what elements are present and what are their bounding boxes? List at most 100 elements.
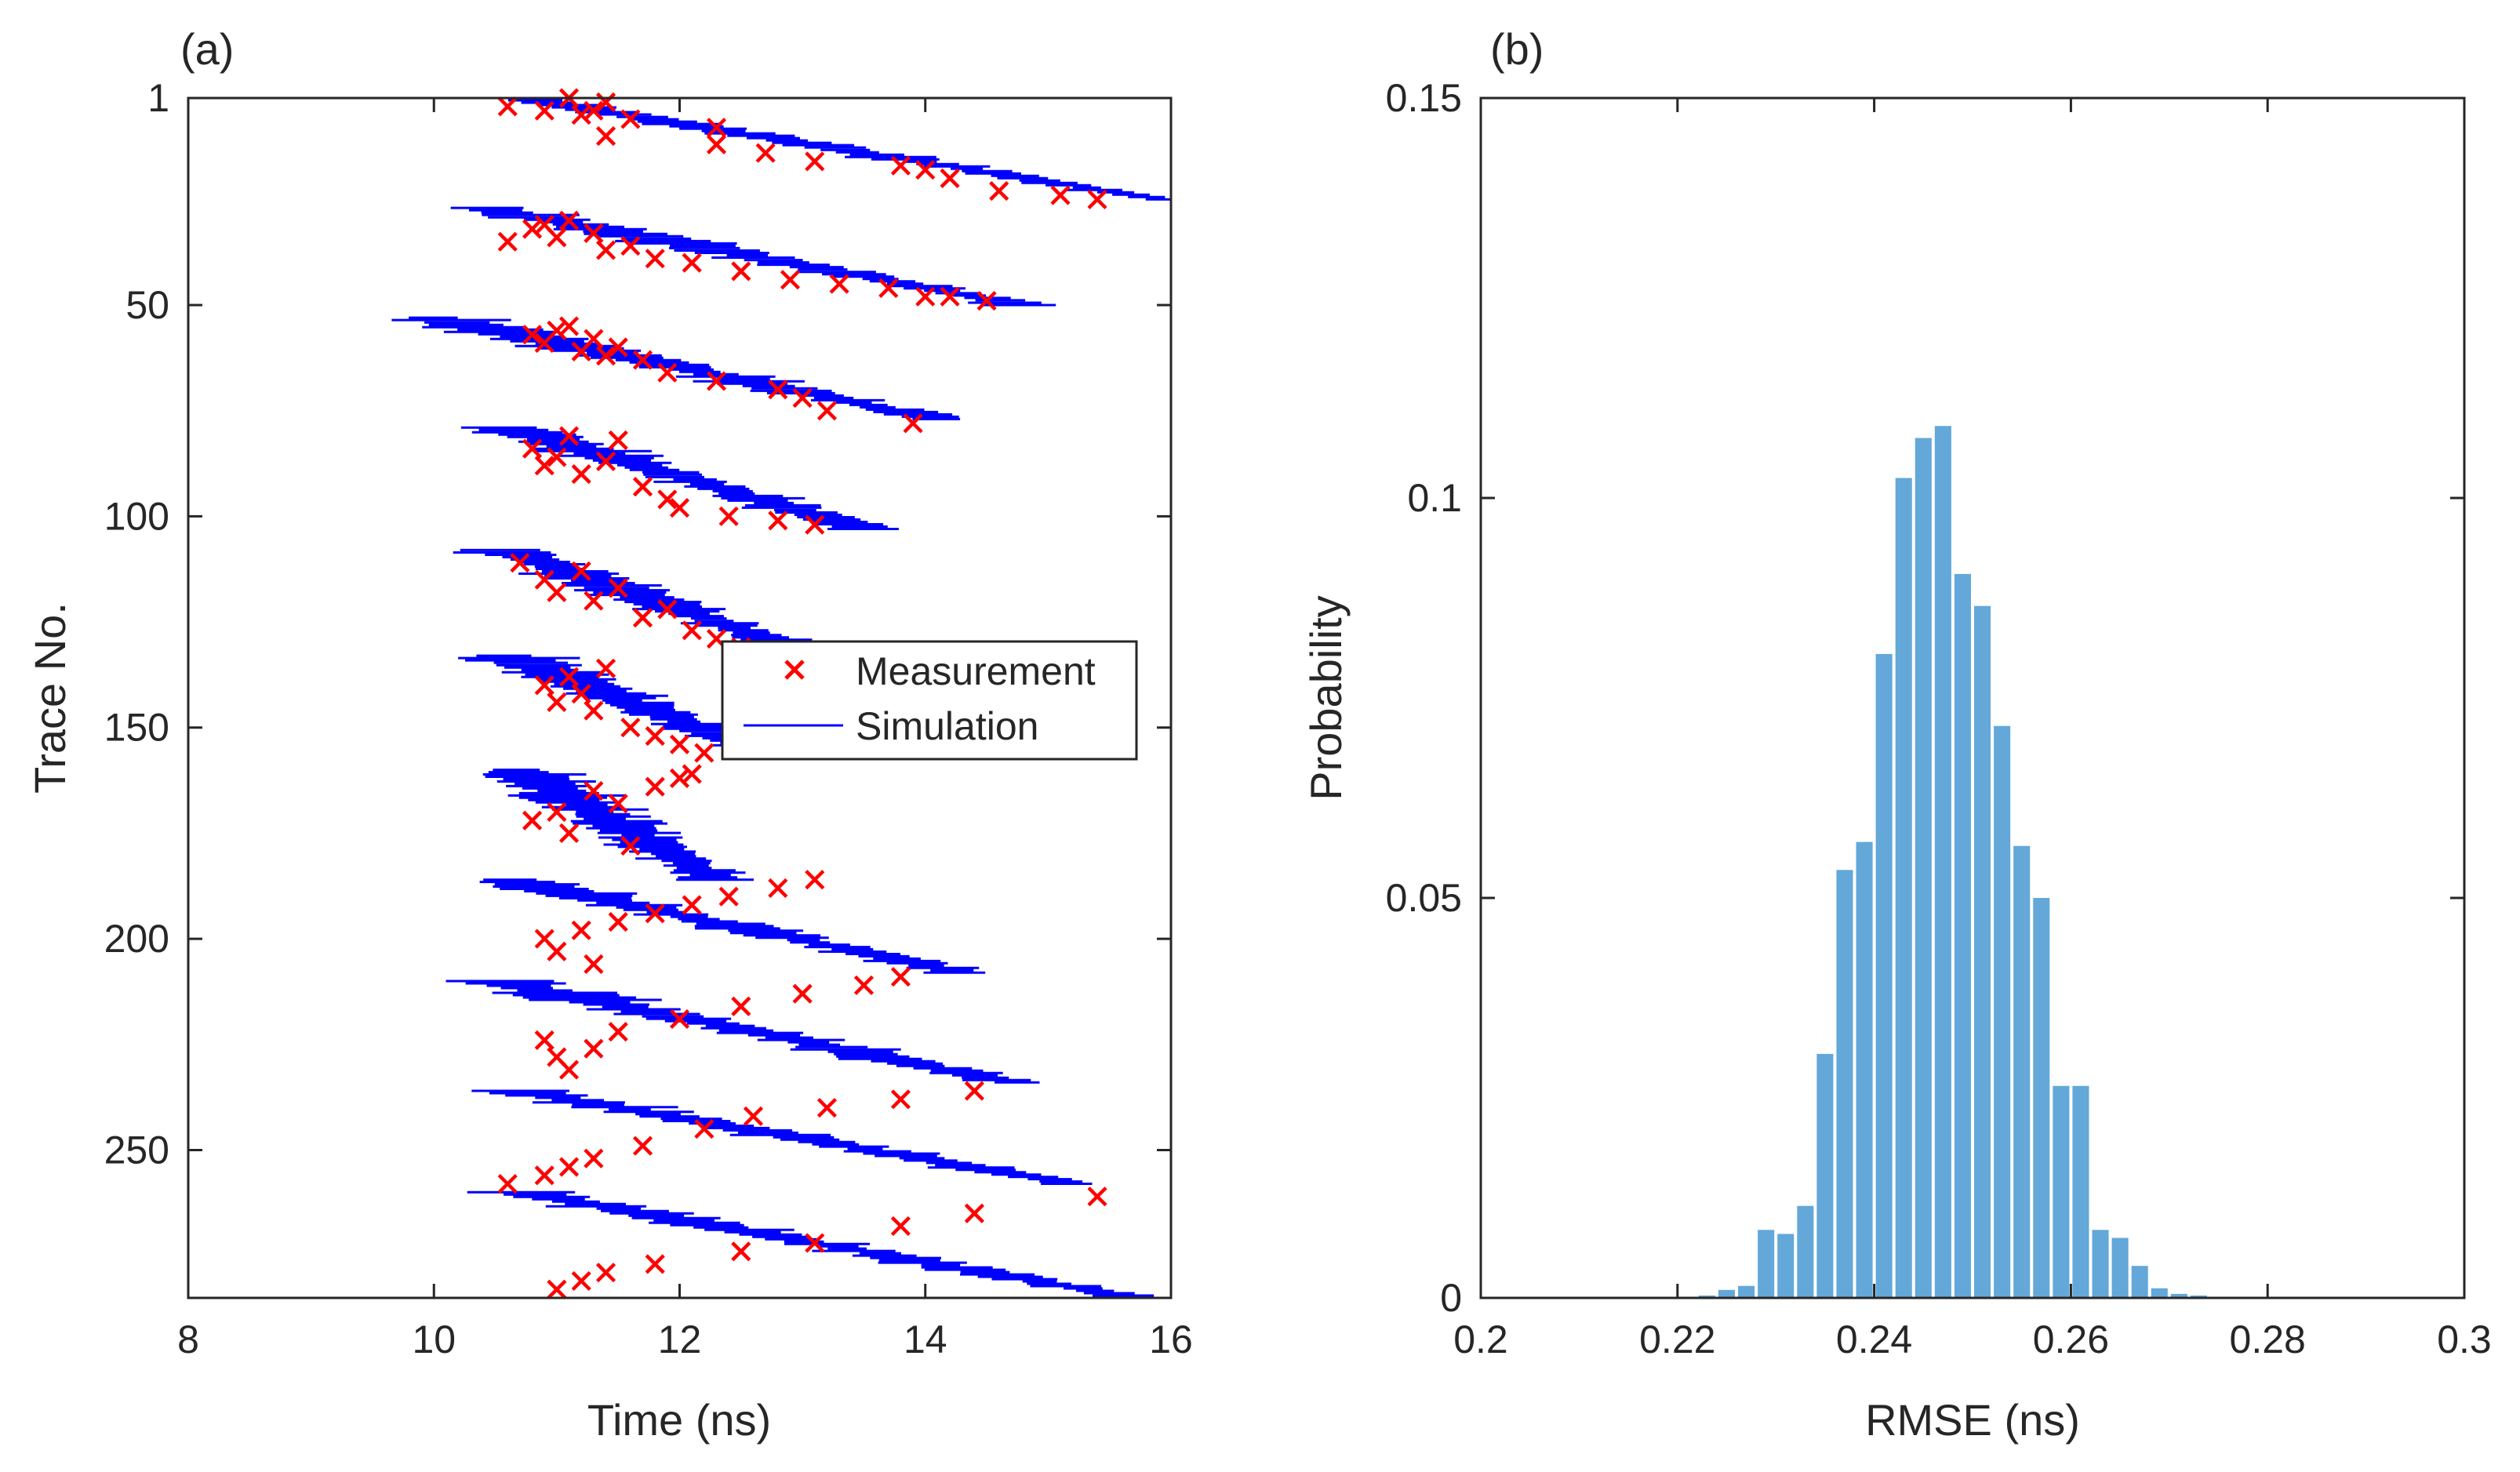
measurement-point	[522, 438, 543, 459]
legend-label-simulation: Simulation	[856, 704, 1038, 748]
histogram-bar	[1816, 1053, 1834, 1298]
measurement-point	[595, 1263, 616, 1283]
panel-a-x-ticks: 8 10 12 14 16	[177, 98, 1193, 1361]
simulation-band	[484, 96, 1170, 201]
panel-b-y-ticks: 0 0.05 0.1 0.15	[1386, 76, 2464, 1320]
measurement-point	[608, 1022, 628, 1042]
measurement-point	[706, 371, 727, 391]
measurement-point	[706, 134, 727, 154]
measurement-point	[792, 387, 813, 409]
measurement-point	[584, 223, 604, 243]
histogram-bar	[2111, 1238, 2129, 1298]
measurement-point	[534, 675, 555, 696]
histogram-bars	[1698, 426, 2207, 1299]
measurement-point	[816, 1097, 838, 1118]
measurement-point	[547, 692, 567, 712]
measurement-point	[768, 380, 788, 400]
measurement-point	[608, 430, 628, 450]
measurement-point	[584, 780, 604, 801]
histogram-bar	[2190, 1295, 2207, 1298]
measurement-point	[682, 253, 702, 273]
histogram-bar	[1836, 870, 1853, 1298]
panel-b-x-ticks: 0.2 0.22 0.24 0.26 0.28 0.3	[1453, 98, 2492, 1361]
measurement-point	[669, 768, 690, 788]
measurement-point	[547, 801, 567, 823]
measurement-point	[669, 497, 690, 518]
measurement-point	[571, 684, 591, 704]
measurement-point	[584, 954, 604, 974]
measurement-point	[558, 210, 580, 231]
x-tick-label: 0.3	[2437, 1318, 2492, 1361]
legend-box	[721, 640, 1138, 761]
measurement-point	[731, 996, 751, 1016]
measurement-point	[534, 456, 555, 476]
histogram-bar	[1718, 1289, 1736, 1298]
measurement-point	[718, 886, 739, 907]
simulation-band	[453, 548, 837, 653]
histogram-bar	[2131, 1266, 2148, 1298]
measurement-point	[497, 96, 518, 117]
y-tick-label: 50	[125, 283, 169, 327]
y-tick-label: 0.05	[1386, 876, 1462, 920]
measurement-point	[620, 109, 641, 129]
measurement-point	[522, 219, 543, 239]
measurement-point	[558, 1157, 580, 1177]
measurement-point	[1087, 189, 1107, 209]
histogram-bar	[1915, 438, 1932, 1298]
measurement-point	[1050, 185, 1071, 205]
measurement-point	[645, 903, 665, 924]
panel-b-axes-box	[1479, 96, 2466, 1299]
measurement-point	[657, 362, 678, 383]
histogram-bar	[2170, 1293, 2187, 1298]
measurement-point	[743, 1106, 764, 1126]
measurement-point	[731, 1241, 751, 1262]
measurement-point	[657, 599, 678, 620]
panel-b-label: (b)	[1490, 24, 1544, 74]
histogram-bar	[1698, 1295, 1715, 1298]
measurement-point	[571, 1270, 591, 1292]
measurement-point	[816, 401, 838, 421]
legend: Measurement Simulation	[721, 640, 1138, 761]
measurement-point	[682, 895, 702, 915]
measurement-point	[584, 1148, 604, 1169]
measurement-point	[534, 1165, 555, 1186]
x-tick-label: 0.2	[1453, 1318, 1508, 1361]
measurement-point	[632, 350, 653, 370]
measurement-point	[558, 316, 580, 336]
measurement-point	[571, 104, 591, 125]
histogram-bar	[2053, 1085, 2070, 1298]
measurement-point	[768, 878, 788, 899]
measurement-point	[805, 514, 825, 535]
measurement-point	[964, 1203, 984, 1223]
simulation-band	[482, 769, 754, 881]
x-tick-label: 16	[1149, 1318, 1193, 1361]
histogram-bar	[2033, 898, 2050, 1298]
measurement-point	[595, 240, 616, 260]
histogram-bar	[1738, 1285, 1755, 1298]
measurement-point	[645, 1254, 665, 1274]
measurement-point	[632, 477, 653, 497]
histogram-bar	[1797, 1205, 1814, 1298]
measurement-point	[584, 100, 604, 121]
measurement-point	[755, 143, 776, 163]
measurement-point	[547, 1279, 567, 1299]
measurement-point	[1087, 1187, 1107, 1207]
measurement-point	[964, 1081, 984, 1101]
measurement-point	[915, 286, 936, 307]
histogram-bar	[1777, 1234, 1795, 1298]
histogram-bar	[1934, 426, 1951, 1299]
measurement-point	[890, 155, 911, 176]
measurement-point	[878, 278, 899, 299]
measurement-point	[780, 270, 801, 290]
measurement-point	[571, 920, 591, 940]
x-tick-label: 12	[658, 1318, 702, 1361]
measurement-point	[547, 447, 567, 467]
measurement-point	[534, 100, 555, 121]
measurement-point	[694, 1118, 715, 1139]
measurement-point	[558, 823, 580, 843]
measurement-point	[584, 329, 604, 349]
measurement-point	[558, 426, 580, 446]
measurement-point	[608, 337, 628, 358]
x-tick-label: 0.26	[2033, 1318, 2109, 1361]
